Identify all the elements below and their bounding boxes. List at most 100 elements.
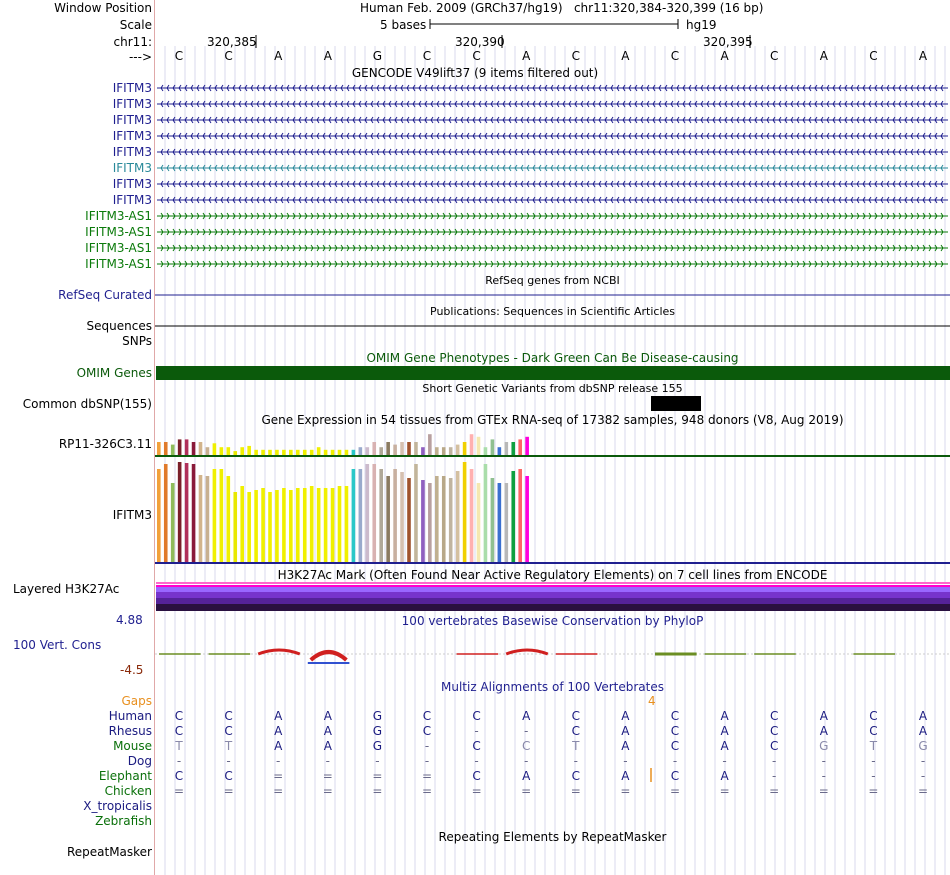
gencode-track-title[interactable]: GENCODE V49lift37 (9 items filtered out) — [351, 66, 599, 80]
species-label[interactable]: Rhesus — [108, 724, 152, 738]
gtex-bar-gene1 — [205, 447, 210, 455]
omim-track-label[interactable]: OMIM Genes — [76, 366, 152, 380]
gtex-bar-gene2 — [240, 486, 244, 562]
reference-base: A — [323, 49, 332, 63]
gtex-bar-gene1 — [351, 449, 356, 455]
aligned-base: A — [522, 769, 531, 783]
repeatmasker-track-title[interactable]: Repeating Elements by RepeatMasker — [438, 830, 667, 844]
aligned-base: A — [819, 724, 828, 738]
species-label[interactable]: Mouse — [113, 739, 152, 753]
gtex-bar-gene1 — [504, 442, 509, 455]
h3k27ac-layer — [156, 585, 950, 587]
gencode-transcript-label[interactable]: IFITM3 — [112, 145, 152, 159]
gtex-bar-gene2 — [261, 488, 265, 562]
gtex-bar-gene1 — [483, 447, 488, 455]
species-label[interactable]: Dog — [127, 754, 152, 768]
species-label[interactable]: X_tropicalis — [83, 799, 152, 813]
gencode-transcript-label[interactable]: IFITM3 — [112, 97, 152, 111]
aligned-base: - — [772, 769, 777, 783]
gtex-bar-gene1 — [469, 434, 474, 455]
gencode-transcript-label[interactable]: IFITM3 — [112, 81, 152, 95]
gtex-bar-gene2 — [191, 464, 196, 562]
aligned-base: = — [273, 784, 284, 798]
aligned-base: = — [273, 769, 284, 783]
gtex-gene-label[interactable]: RP11-326C3.11 — [58, 437, 152, 451]
gtex-bar-gene2 — [212, 469, 217, 562]
gencode-transcript-label[interactable]: IFITM3-AS1 — [85, 241, 152, 255]
aligned-base: C — [174, 724, 184, 738]
aligned-base: G — [372, 724, 383, 738]
aligned-base: C — [769, 739, 779, 753]
strand-chevrons — [160, 84, 944, 92]
gencode-transcript-label[interactable]: IFITM3 — [112, 177, 152, 191]
aligned-base: C — [769, 724, 779, 738]
gtex-bar-gene2 — [386, 476, 390, 562]
h3k27ac-track-label[interactable]: Layered H3K27Ac — [13, 582, 120, 596]
dbsnp-track-label[interactable]: Common dbSNP(155) — [22, 397, 152, 411]
aligned-base: - — [821, 754, 826, 768]
gtex-bar-gene2 — [497, 483, 502, 562]
h3k27ac-layer — [156, 587, 950, 592]
reference-base: C — [571, 49, 580, 63]
species-label[interactable]: Human — [108, 709, 152, 723]
phylop-track-title[interactable]: 100 vertebrates Basewise Conservation by… — [401, 614, 704, 628]
gtex-bar-gene2 — [441, 476, 446, 562]
snps-track-label[interactable]: SNPs — [122, 334, 152, 348]
aligned-base: A — [323, 739, 332, 753]
publications-track-title[interactable]: Publications: Sequences in Scientific Ar… — [430, 305, 675, 318]
gencode-transcript-label[interactable]: IFITM3 — [112, 193, 152, 207]
gtex-bar-gene1 — [261, 449, 265, 455]
gtex-bar-gene2 — [525, 476, 529, 562]
phylop-track-label[interactable]: 100 Vert. Cons — [13, 638, 102, 652]
aligned-base: = — [421, 784, 433, 798]
phylop-max-value: 4.88 — [116, 613, 143, 627]
gtex-bar-gene2 — [233, 492, 238, 562]
gtex-bar-gene2 — [490, 478, 495, 562]
h3k27ac-layer — [156, 584, 950, 585]
gtex-track-title[interactable]: Gene Expression in 54 tissues from GTEx … — [261, 413, 844, 427]
gtex-bar-gene1 — [289, 449, 293, 455]
aligned-base: - — [424, 754, 430, 768]
refseq-track-title[interactable]: RefSeq genes from NCBI — [485, 274, 620, 287]
gencode-transcript-label[interactable]: IFITM3-AS1 — [85, 209, 152, 223]
gtex-bar-gene2 — [518, 469, 522, 562]
gencode-transcript-label[interactable]: IFITM3 — [112, 129, 152, 143]
h3k27ac-track-title[interactable]: H3K27Ac Mark (Often Found Near Active Re… — [277, 568, 828, 582]
position-tick-label: 320,395 — [703, 35, 753, 49]
gtex-gene-label[interactable]: IFITM3 — [112, 508, 152, 522]
species-label[interactable]: Chicken — [104, 784, 152, 798]
repeatmasker-track-label[interactable]: RepeatMasker — [66, 845, 152, 859]
aligned-base: - — [474, 724, 479, 738]
aligned-base: C — [174, 709, 184, 723]
gtex-bar-gene2 — [448, 478, 453, 562]
gencode-transcript-label[interactable]: IFITM3 — [112, 113, 152, 127]
multiz-track-title[interactable]: Multiz Alignments of 100 Vertebrates — [440, 680, 665, 694]
reference-base: C — [869, 49, 878, 63]
gencode-transcript-label[interactable]: IFITM3-AS1 — [85, 225, 152, 239]
species-label[interactable]: Elephant — [98, 769, 152, 783]
dbsnp-track-title[interactable]: Short Genetic Variants from dbSNP releas… — [422, 382, 683, 395]
gtex-bar-gene2 — [316, 488, 321, 562]
gtex-bar-gene1 — [316, 447, 321, 455]
publications-track-label[interactable]: Sequences — [86, 319, 152, 333]
omim-track-title[interactable]: OMIM Gene Phenotypes - Dark Green Can Be… — [366, 351, 739, 365]
gtex-bar-gene2 — [414, 464, 418, 562]
aligned-base: = — [173, 784, 185, 798]
assembly-name: hg19 — [686, 18, 717, 32]
reference-base: C — [769, 49, 779, 63]
phylop-score — [505, 648, 549, 656]
aligned-base: = — [322, 784, 333, 798]
position-tick-label: 320,385 — [207, 35, 257, 49]
gencode-transcript-label[interactable]: IFITM3-AS1 — [85, 257, 152, 271]
refseq-track-label[interactable]: RefSeq Curated — [58, 288, 152, 302]
aligned-base: G — [819, 739, 829, 753]
aligned-base: - — [524, 754, 529, 768]
species-label[interactable]: Zebrafish — [95, 814, 152, 828]
aligned-base: - — [920, 769, 926, 783]
gtex-bar-gene1 — [337, 449, 342, 455]
omim-bar — [156, 366, 950, 380]
aligned-base: - — [772, 754, 777, 768]
gencode-transcript-label[interactable]: IFITM3 — [112, 161, 152, 175]
aligned-base: - — [276, 754, 281, 768]
